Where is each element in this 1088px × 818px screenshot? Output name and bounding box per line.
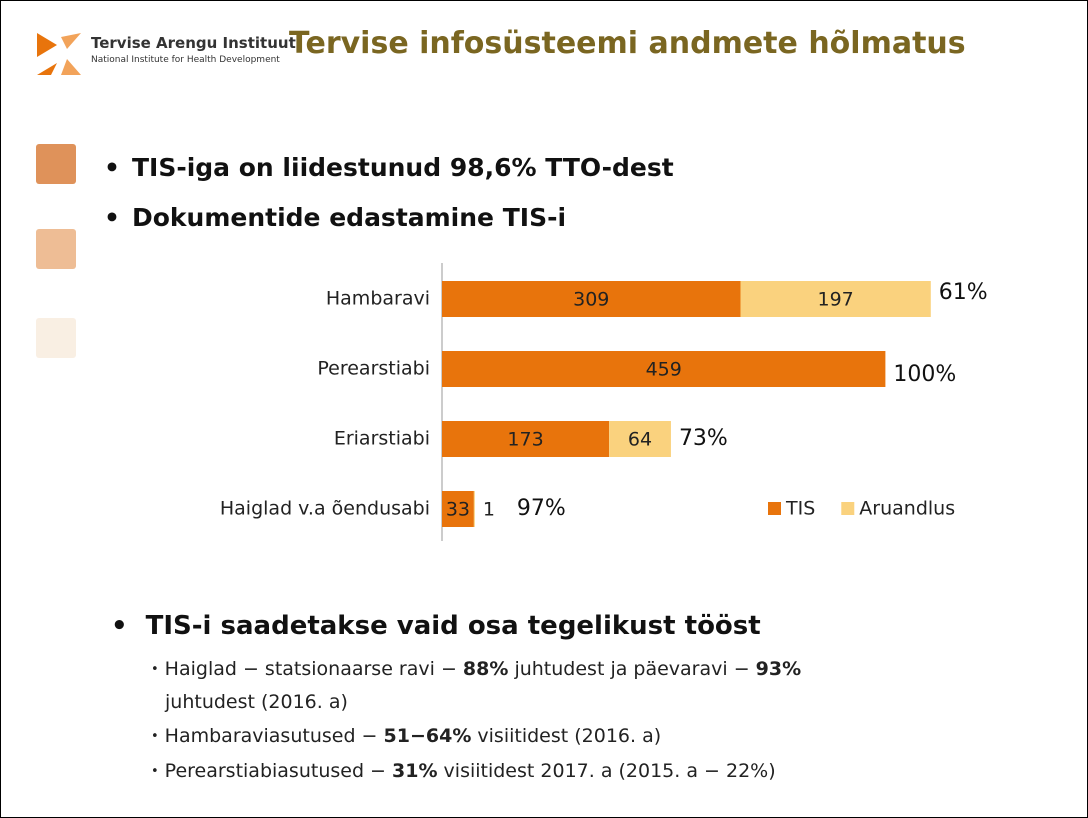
- percent-annotation: 100%: [893, 362, 956, 387]
- text-run: juhtudest (2016. a): [165, 691, 348, 713]
- text-run: 88%: [462, 658, 509, 680]
- sub-bullet: Perearstiabiasutused − 31% visiitidest 2…: [151, 755, 885, 788]
- sub-bullet: Hambaraviasutused − 51−64% visiitidest (…: [151, 720, 885, 753]
- bar-value-label: 309: [573, 289, 609, 311]
- text-run: 31%: [392, 760, 438, 782]
- decor-square: [36, 229, 76, 269]
- bar-segment: [609, 421, 671, 457]
- category-label: Perearstiabi: [317, 358, 430, 380]
- category-label: Haiglad v.a õendusabi: [220, 498, 430, 520]
- bullet: Dokumentide edastamine TIS-i: [104, 203, 566, 232]
- bar-value-label: 64: [628, 429, 652, 451]
- bar-value-label: 197: [818, 289, 854, 311]
- bar-segment: [442, 351, 886, 387]
- bar-value-label: 173: [507, 429, 543, 451]
- bottom-heading: TIS-i saadetakse vaid osa tegelikust töö…: [111, 611, 761, 641]
- text-run: visiitidest 2017. a (2015. a − 22%): [437, 760, 776, 782]
- legend-swatch: [841, 502, 855, 515]
- bar-segment: [442, 281, 741, 317]
- bullet: TIS-iga on liidestunud 98,6% TTO-dest: [104, 153, 674, 182]
- bar-segment: [473, 491, 475, 527]
- percent-annotation: 97%: [517, 496, 566, 521]
- text-run: 93%: [755, 658, 802, 680]
- text-run: Perearstiabiasutused −: [164, 760, 393, 782]
- logo-name: Tervise Arengu Instituut: [91, 34, 296, 52]
- legend-label: TIS: [785, 498, 815, 520]
- bar-value-label: 1: [483, 499, 495, 521]
- decor-square: [36, 318, 76, 358]
- category-label: Eriarstiabi: [334, 428, 430, 450]
- percent-annotation: 61%: [939, 280, 988, 305]
- slide-title: Tervise infosüsteemi andmete hõlmatus: [289, 26, 966, 61]
- text-run: visiitidest (2016. a): [471, 725, 662, 747]
- text-run: 51−64%: [383, 725, 472, 747]
- logo-subtitle: National Institute for Health Developmen…: [91, 55, 280, 65]
- bar-segment: [740, 281, 931, 317]
- legend-label: Aruandlus: [859, 498, 955, 520]
- bar-value-label: 33: [446, 499, 470, 521]
- category-label: Hambaravi: [326, 288, 430, 310]
- text-run: Haiglad − statsionaarse ravi −: [164, 658, 463, 680]
- logo-icon: [37, 33, 81, 75]
- bar-value-label: 459: [646, 359, 682, 381]
- text-run: Hambaraviasutused −: [164, 725, 384, 747]
- sub-bullet: Haiglad − statsionaarse ravi − 88% juhtu…: [151, 653, 885, 718]
- percent-annotation: 73%: [679, 426, 728, 451]
- text-run: juhtudest ja päevaravi −: [508, 658, 756, 680]
- bar-segment: [442, 421, 610, 457]
- legend-swatch: [768, 502, 781, 515]
- bar-segment: [442, 491, 474, 527]
- decor-square: [36, 144, 76, 184]
